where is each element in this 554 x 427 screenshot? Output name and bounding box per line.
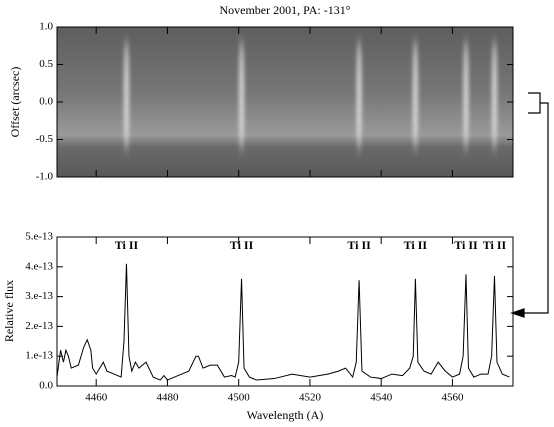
- y-tick-label: 5.e-13: [25, 231, 53, 243]
- chart-title: November 2001, PA: -131°: [219, 3, 350, 17]
- y-tick-label: 1.e-13: [25, 350, 53, 362]
- line-label: Ti II: [404, 238, 428, 252]
- x-tick-label: 4560: [441, 392, 464, 404]
- emission-streak: [356, 40, 362, 150]
- line-label: Ti II: [483, 238, 507, 252]
- y-tick-label: -0.5: [36, 133, 54, 145]
- y-tick-label: 1.0: [39, 21, 53, 33]
- arrow-head: [510, 308, 525, 318]
- spectrum-image: [57, 27, 513, 177]
- emission-streak: [463, 40, 469, 150]
- y-tick-label: 0.0: [39, 380, 53, 392]
- y-tick-label: -1.0: [36, 171, 54, 183]
- line-label: Ti II: [115, 238, 139, 252]
- y-axis-label: Relative flux: [2, 280, 16, 342]
- connector: [510, 92, 549, 318]
- emission-streak: [123, 40, 129, 150]
- y-axis-label: Offset (arcsec): [8, 67, 22, 138]
- emission-streak: [491, 40, 497, 150]
- x-tick-label: 4540: [370, 392, 393, 404]
- bottom-frame: [56, 236, 514, 387]
- y-tick-label: 0.0: [39, 96, 53, 108]
- line-label: Ti II: [230, 238, 254, 252]
- x-axis-label: Wavelength (A): [247, 408, 324, 422]
- streaks: [123, 40, 497, 150]
- bracket-arrow: [524, 92, 549, 314]
- line-label: Ti II: [454, 238, 478, 252]
- y-tick-label: 3.e-13: [25, 290, 53, 302]
- x-tick-label: 4500: [228, 392, 251, 404]
- y-tick-label: 0.5: [39, 58, 53, 70]
- x-tick-label: 4480: [156, 392, 179, 404]
- emission-streak: [412, 40, 418, 150]
- y-tick-label: 4.e-13: [25, 260, 53, 272]
- emission-streak: [239, 40, 245, 150]
- line-label: Ti II: [347, 238, 371, 252]
- y-tick-label: 2.e-13: [25, 320, 53, 332]
- spectrum-line: [56, 263, 510, 381]
- x-tick-label: 4460: [85, 392, 108, 404]
- x-tick-label: 4520: [299, 392, 322, 404]
